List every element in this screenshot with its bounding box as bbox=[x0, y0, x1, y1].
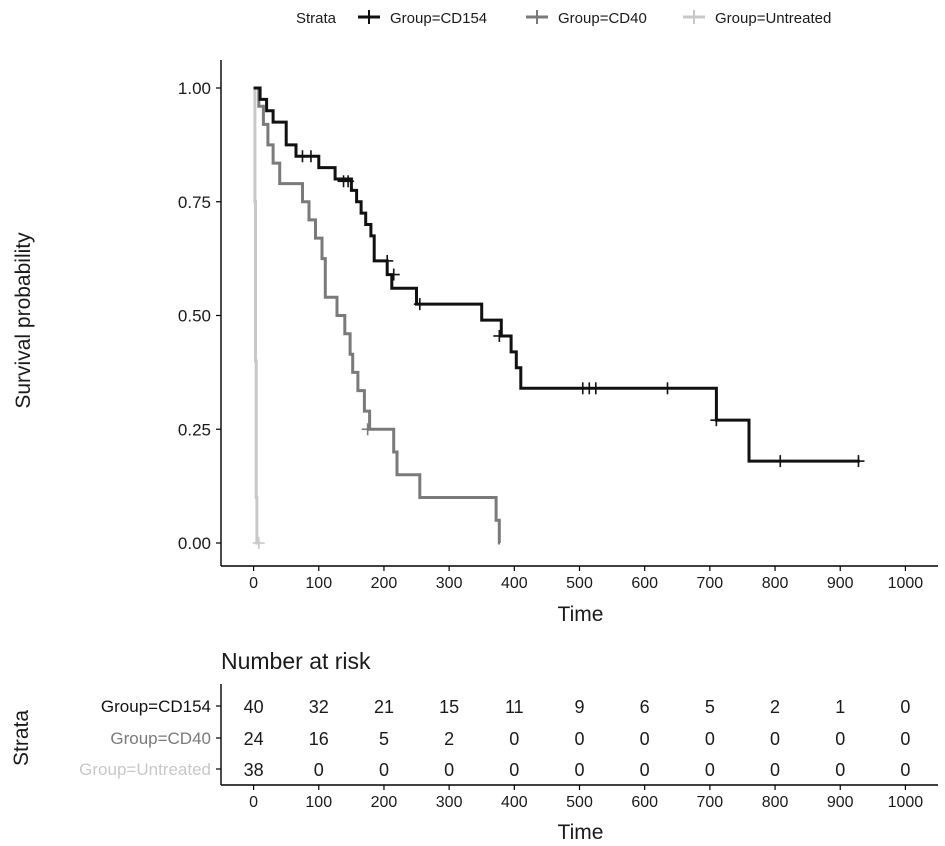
risk-x-tick-label: 400 bbox=[501, 794, 528, 811]
risk-count: 32 bbox=[309, 697, 329, 717]
risk-x-tick-label: 600 bbox=[631, 794, 658, 811]
risk-count: 2 bbox=[770, 697, 780, 717]
risk-count: 0 bbox=[314, 760, 324, 780]
legend-entry: Group=CD154 bbox=[390, 10, 487, 27]
y-tick-label: 0.75 bbox=[178, 193, 211, 212]
x-tick-label: 0 bbox=[249, 575, 258, 592]
risk-count: 0 bbox=[770, 760, 780, 780]
risk-count: 0 bbox=[574, 760, 584, 780]
x-tick-label: 200 bbox=[371, 575, 398, 592]
series-line bbox=[253, 86, 860, 463]
risk-count: 5 bbox=[705, 697, 715, 717]
risk-count: 0 bbox=[509, 760, 519, 780]
risk-count: 0 bbox=[835, 760, 845, 780]
risk-x-tick-label: 900 bbox=[827, 794, 854, 811]
risk-count: 0 bbox=[509, 729, 519, 749]
y-tick-label: 0.00 bbox=[178, 534, 211, 553]
risk-x-tick-label: 0 bbox=[249, 794, 258, 811]
survival-plot: 0.00 0.25 0.50 0.75 1.00 0 100 200 300 400 500 600 7… bbox=[12, 60, 938, 626]
risk-count: 0 bbox=[640, 760, 650, 780]
risk-count: 1 bbox=[835, 697, 845, 717]
risk-row-label: Group=CD154 bbox=[101, 697, 211, 716]
risk-count: 0 bbox=[770, 729, 780, 749]
risk-count: 0 bbox=[705, 729, 715, 749]
risk-count: 24 bbox=[244, 729, 264, 749]
risk-count: 0 bbox=[574, 729, 584, 749]
legend: Strata Group=CD154 Group=CD40 Group=Untreat… bbox=[296, 10, 831, 27]
risk-count: 0 bbox=[835, 729, 845, 749]
x-tick-label: 500 bbox=[566, 575, 593, 592]
risk-x-tick-label: 200 bbox=[371, 794, 398, 811]
risk-x-tick-label: 100 bbox=[305, 794, 332, 811]
x-tick-label: 700 bbox=[697, 575, 724, 592]
risk-count: 40 bbox=[244, 697, 264, 717]
x-tick-label: 600 bbox=[631, 575, 658, 592]
legend-entry: Group=Untreated bbox=[715, 10, 831, 27]
series-line bbox=[253, 86, 261, 545]
risk-count: 0 bbox=[900, 760, 910, 780]
x-axis-title: Time bbox=[558, 603, 604, 626]
y-tick-label: 0.50 bbox=[178, 307, 211, 326]
risk-count: 15 bbox=[439, 697, 459, 717]
risk-count: 0 bbox=[900, 729, 910, 749]
risk-count: 9 bbox=[574, 697, 584, 717]
risk-count: 5 bbox=[379, 729, 389, 749]
legend-title: Strata bbox=[296, 10, 337, 27]
risk-count: 16 bbox=[309, 729, 329, 749]
risk-count: 2 bbox=[444, 729, 454, 749]
x-tick-label: 1000 bbox=[888, 575, 924, 592]
risk-count: 6 bbox=[640, 697, 650, 717]
risk-count: 0 bbox=[379, 760, 389, 780]
risk-x-tick-label: 300 bbox=[436, 794, 463, 811]
risk-x-tick-label: 1000 bbox=[888, 794, 924, 811]
series-line bbox=[253, 86, 501, 545]
y-axis-title: Survival probability bbox=[12, 232, 35, 409]
risk-x-tick-label: 800 bbox=[762, 794, 789, 811]
risk-x-axis-title: Time bbox=[558, 821, 604, 844]
risk-count: 11 bbox=[505, 697, 524, 717]
x-tick-label: 300 bbox=[436, 575, 463, 592]
x-tick-label: 800 bbox=[762, 575, 789, 592]
risk-count: 0 bbox=[900, 697, 910, 717]
legend-entry: Group=CD40 bbox=[558, 10, 647, 27]
risk-table-title: Number at risk bbox=[221, 648, 371, 674]
y-tick-label: 0.25 bbox=[178, 420, 211, 439]
risk-count: 0 bbox=[705, 760, 715, 780]
risk-x-tick-label: 700 bbox=[697, 794, 724, 811]
x-tick-label: 100 bbox=[305, 575, 332, 592]
x-tick-label: 900 bbox=[827, 575, 854, 592]
risk-y-axis-title: Strata bbox=[10, 710, 33, 766]
risk-x-tick-label: 500 bbox=[566, 794, 593, 811]
risk-count: 21 bbox=[374, 697, 394, 717]
y-tick-label: 1.00 bbox=[178, 79, 211, 98]
risk-row-label: Group=CD40 bbox=[110, 729, 211, 748]
risk-count: 0 bbox=[640, 729, 650, 749]
risk-row-label: Group=Untreated bbox=[79, 760, 211, 779]
risk-count: 38 bbox=[244, 760, 264, 780]
x-tick-label: 400 bbox=[501, 575, 528, 592]
risk-count: 0 bbox=[444, 760, 454, 780]
